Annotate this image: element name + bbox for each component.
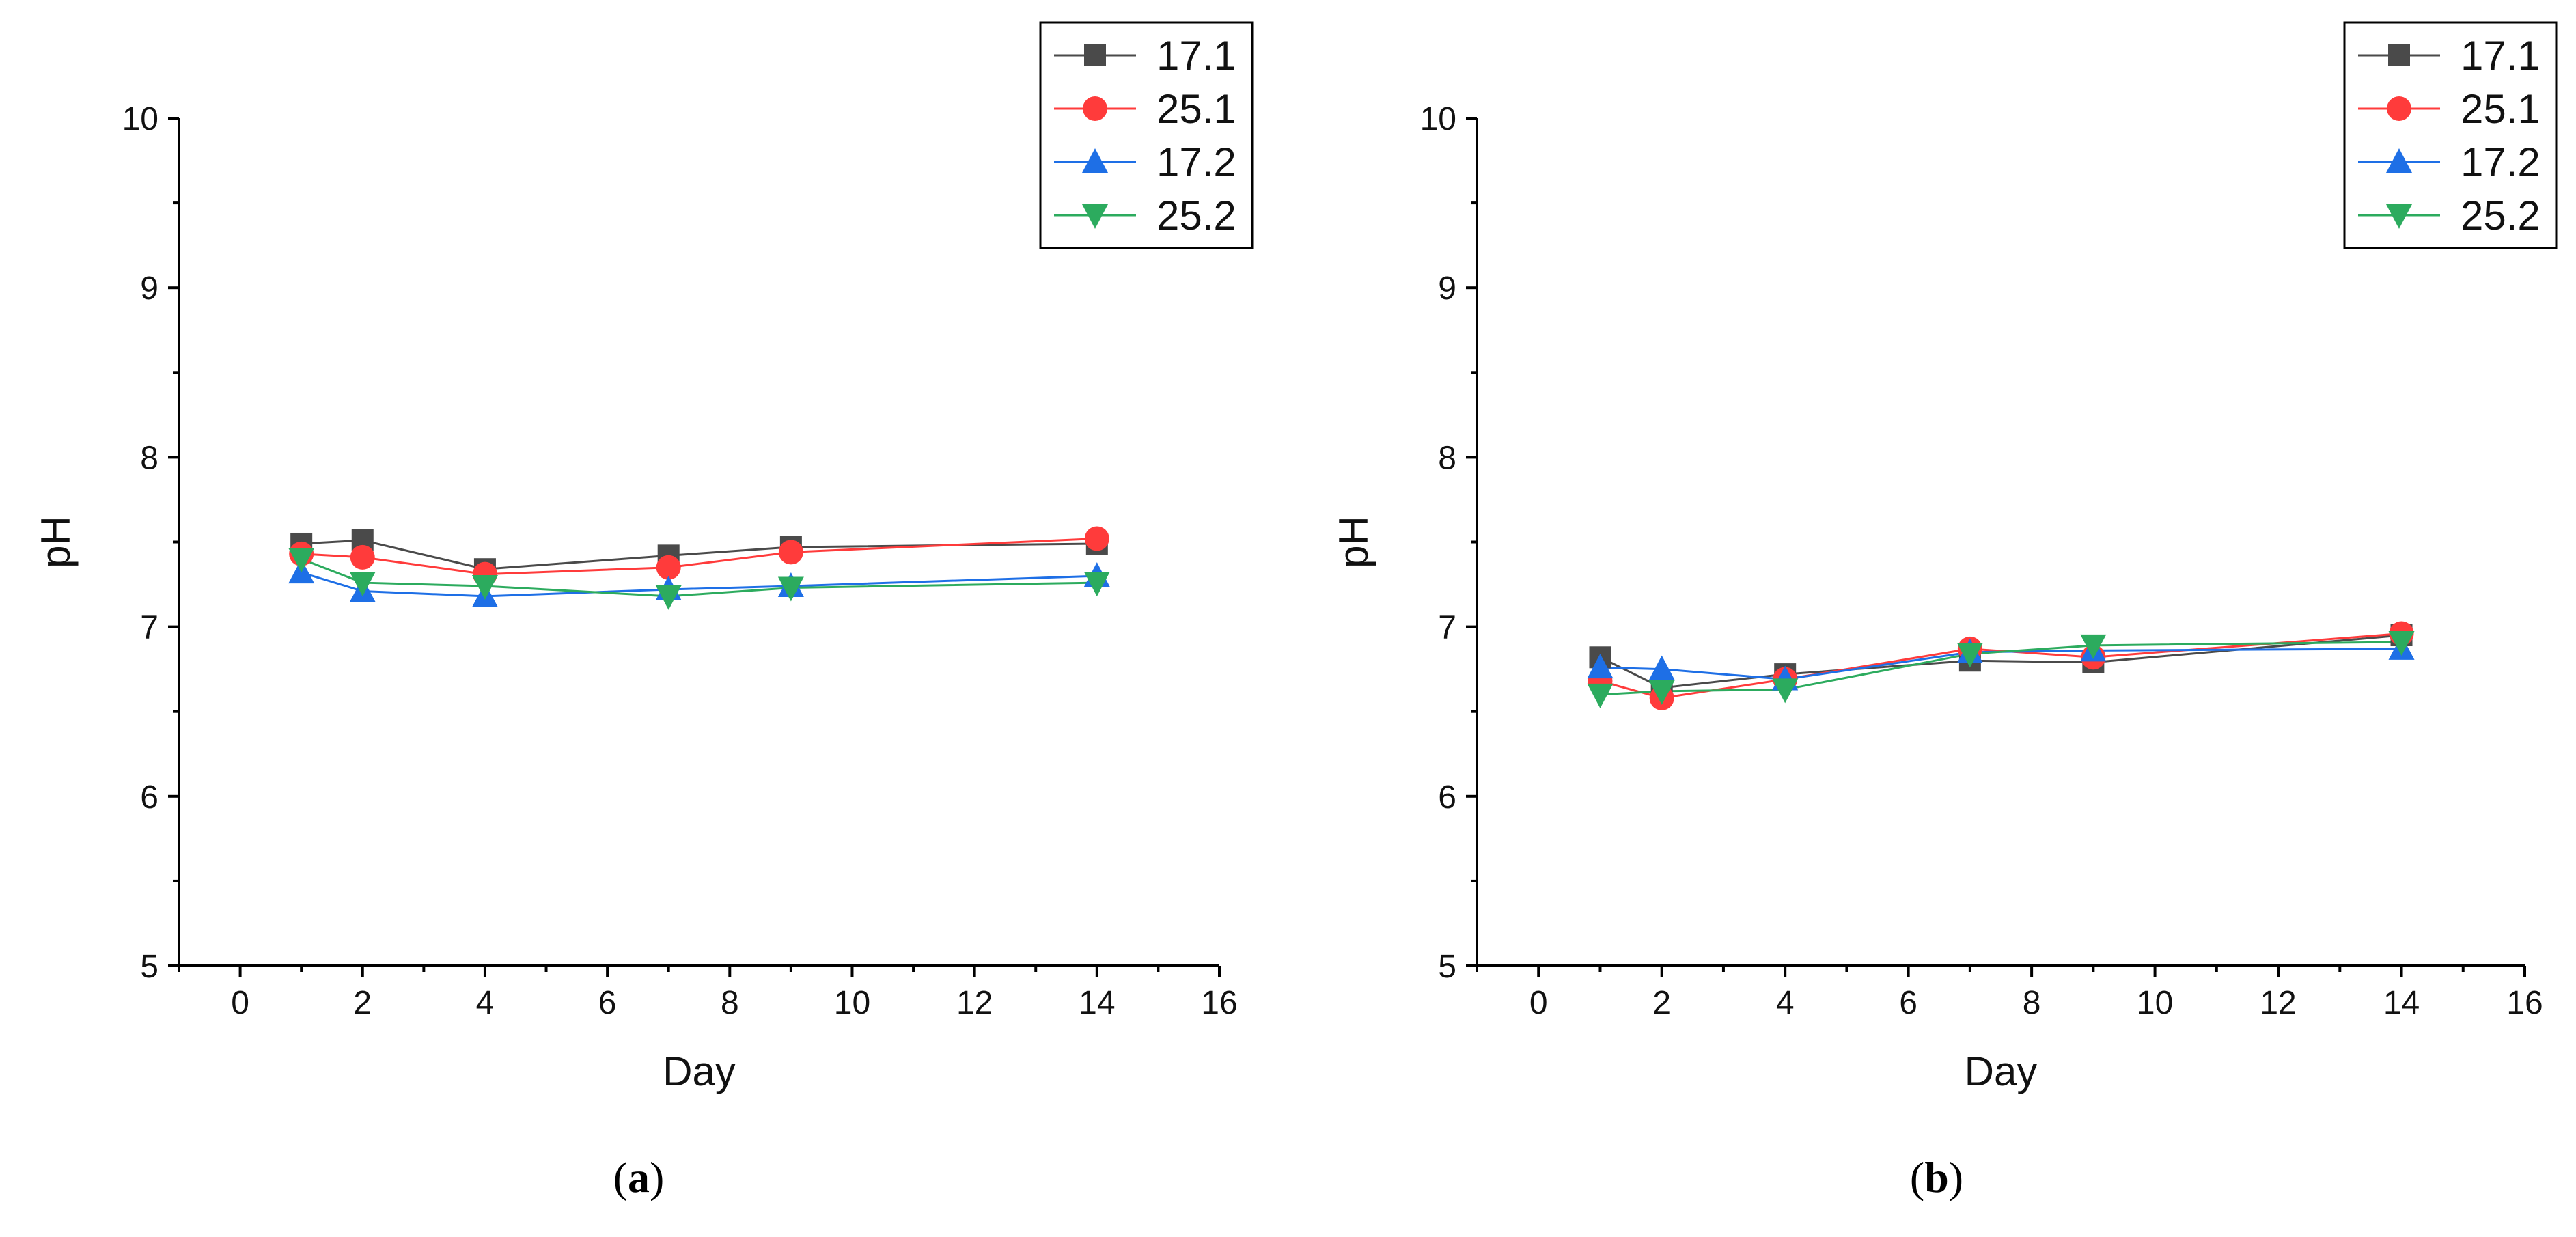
series-line-17.2: [301, 571, 1097, 598]
y-tick-label: 6: [140, 779, 158, 816]
x-tick-label: 6: [598, 985, 617, 1021]
y-tick-label: 10: [122, 101, 158, 137]
data-point-25.1: [1084, 526, 1109, 551]
data-point-25.1: [350, 544, 375, 570]
data-point-25.2: [471, 575, 498, 600]
chart-panel-b: 5 6 7 8 9 10 0 2 4 6 8 10 12 14 16 Day pH 17.1 25.1 17.2 25.…: [1331, 21, 2558, 1201]
y-tick-label: 7: [1438, 610, 1456, 646]
data-point-25.2: [288, 548, 315, 573]
y-axis-title: pH: [1331, 516, 1376, 568]
x-tick-label: 10: [834, 985, 870, 1021]
legend-box: [1039, 21, 1254, 249]
y-tick-label: 8: [140, 440, 158, 476]
x-tick-label: 10: [2137, 985, 2173, 1021]
y-tick-label: 5: [1438, 949, 1456, 985]
x-tick-label: 2: [353, 985, 372, 1021]
x-tick-label: 14: [1079, 985, 1115, 1021]
y-tick-label: 9: [1438, 270, 1456, 307]
y-axis-title: pH: [33, 516, 79, 568]
data-point-25.2: [1956, 643, 1983, 668]
x-tick-label: 8: [721, 985, 739, 1021]
data-point-25.2: [1083, 572, 1110, 597]
data-point-25.2: [655, 585, 682, 610]
x-tick-label: 12: [2260, 985, 2296, 1021]
legend-marker-25.2: [1082, 204, 1108, 229]
y-tick-label: 8: [1438, 440, 1456, 476]
data-point-17.2: [1587, 654, 1614, 679]
legend-label-17.2: 17.2: [2461, 139, 2540, 185]
chart-panel-a: 5 6 7 8 9 10 0 2 4 6 8 10 12 14 16 Day pH 17.1 25.1 17.2 25.…: [33, 21, 1254, 1201]
legend: 17.1 25.1 17.2 25.2: [2343, 21, 2558, 249]
legend-label-25.2: 25.2: [2461, 193, 2540, 238]
legend-label-17.1: 17.1: [1157, 33, 1236, 79]
data-point-25.2: [2080, 634, 2107, 659]
legend-label-25.1: 25.1: [1157, 86, 1236, 132]
legend-marker-25.1: [2387, 96, 2411, 121]
legend-marker-17.2: [1082, 148, 1108, 173]
legend-label-17.1: 17.1: [2461, 33, 2540, 79]
data-point-25.2: [349, 572, 376, 597]
y-tick-label: 6: [1438, 779, 1456, 816]
data-point-25.2: [2388, 630, 2415, 656]
x-tick-label: 6: [1899, 985, 1917, 1021]
x-tick-label: 8: [2023, 985, 2041, 1021]
x-tick-label: 2: [1652, 985, 1671, 1021]
x-tick-label: 4: [476, 985, 495, 1021]
legend-label-25.1: 25.1: [2461, 86, 2540, 132]
legend-label-17.2: 17.2: [1157, 139, 1236, 185]
series-line-25.2: [301, 557, 1097, 598]
series-line-17.2: [1600, 648, 2402, 681]
x-axis-title: Day: [1965, 1048, 2038, 1094]
x-tick-label: 0: [1529, 985, 1548, 1021]
x-tick-label: 16: [1201, 985, 1237, 1021]
x-tick-label: 4: [1776, 985, 1795, 1021]
panel-label: (b): [1910, 1153, 1963, 1201]
y-tick-label: 9: [140, 270, 158, 307]
y-tick-label: 5: [140, 949, 158, 985]
x-tick-label: 14: [2383, 985, 2420, 1021]
x-tick-label: 16: [2506, 985, 2543, 1021]
series-line-25.1: [301, 538, 1097, 576]
panel-label: (a): [613, 1153, 665, 1201]
data-point-25.1: [778, 540, 803, 565]
data-point-25.2: [1772, 678, 1799, 704]
x-tick-label: 12: [956, 985, 993, 1021]
data-point-17.2: [1648, 655, 1675, 680]
data-point-25.2: [1587, 683, 1614, 708]
legend-marker-25.2: [2386, 204, 2412, 229]
y-tick-label: 7: [140, 610, 158, 646]
legend-marker-17.1: [1084, 44, 1106, 66]
x-axis-title: Day: [663, 1048, 736, 1094]
legend-marker-17.1: [2388, 44, 2410, 66]
legend-marker-17.2: [2386, 148, 2412, 173]
legend-marker-25.1: [1083, 96, 1107, 121]
data-point-25.2: [1648, 680, 1675, 705]
data-point-25.1: [656, 555, 681, 580]
legend-label-25.2: 25.2: [1157, 193, 1236, 238]
x-tick-label: 0: [231, 985, 249, 1021]
y-tick-label: 10: [1420, 101, 1456, 137]
legend-box: [2343, 21, 2558, 249]
legend: 17.1 25.1 17.2 25.2: [1039, 21, 1254, 249]
data-point-25.2: [777, 576, 804, 602]
